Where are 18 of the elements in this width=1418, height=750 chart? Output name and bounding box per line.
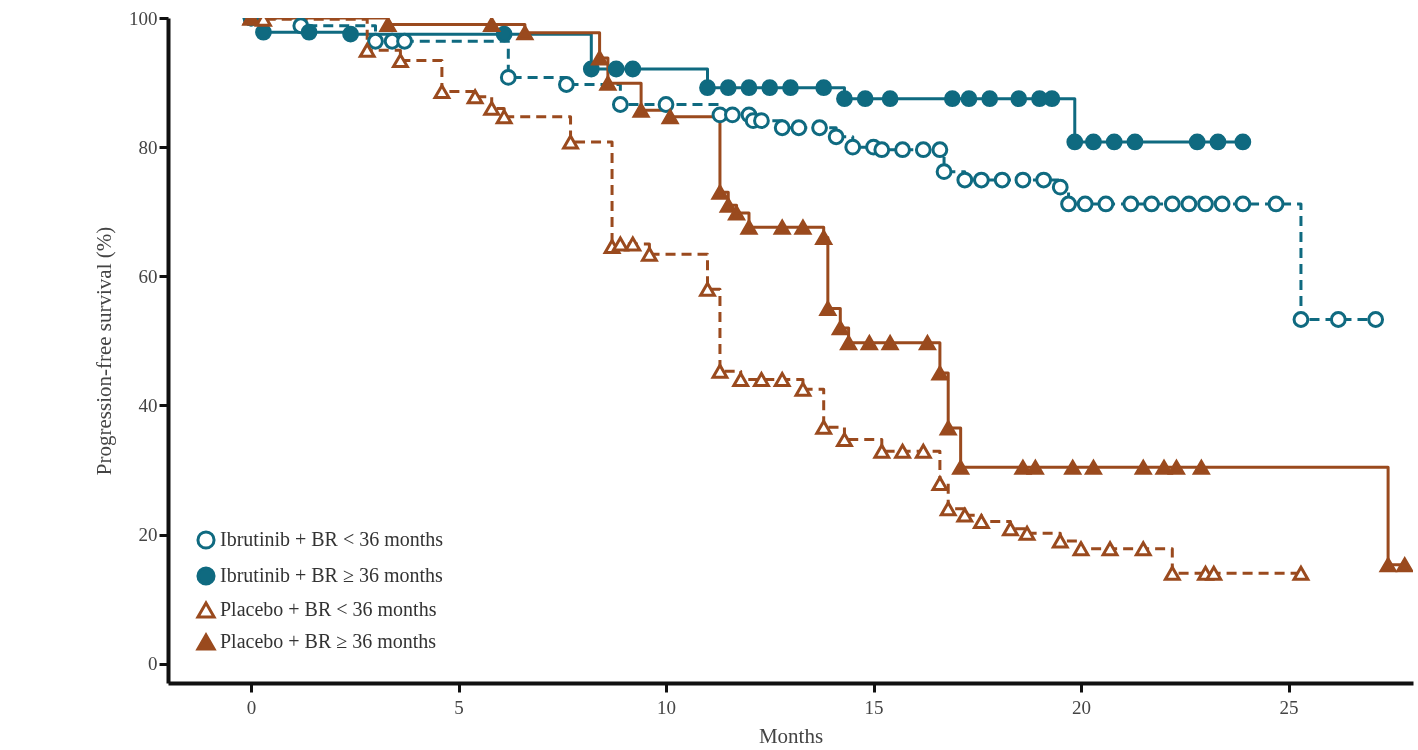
x-tick-label: 20	[1072, 696, 1091, 718]
y-tick-label: 0	[148, 653, 158, 675]
y-tick-label: 40	[138, 394, 158, 416]
y-tick-label: 60	[138, 265, 158, 287]
legend-label: Ibrutinib + BR < 36 months	[220, 528, 444, 550]
y-axis-title: Progression-free survival (%)	[92, 226, 116, 476]
legend-label: Ibrutinib + BR ≥ 36 months	[220, 564, 444, 586]
x-tick-label: 25	[1279, 696, 1299, 718]
legend-label: Placebo + BR < 36 months	[220, 598, 437, 620]
y-tick-label: 80	[138, 136, 158, 158]
x-tick-label: 15	[864, 696, 884, 718]
x-axis-title: Months	[758, 723, 824, 748]
x-tick-label: 10	[657, 696, 676, 718]
legend-label: Placebo + BR ≥ 36 months	[220, 630, 437, 652]
x-tick-label: 5	[454, 696, 464, 718]
y-tick-label: 20	[138, 524, 158, 545]
y-tick-label: 100	[129, 7, 158, 29]
x-tick-label: 0	[246, 696, 257, 718]
